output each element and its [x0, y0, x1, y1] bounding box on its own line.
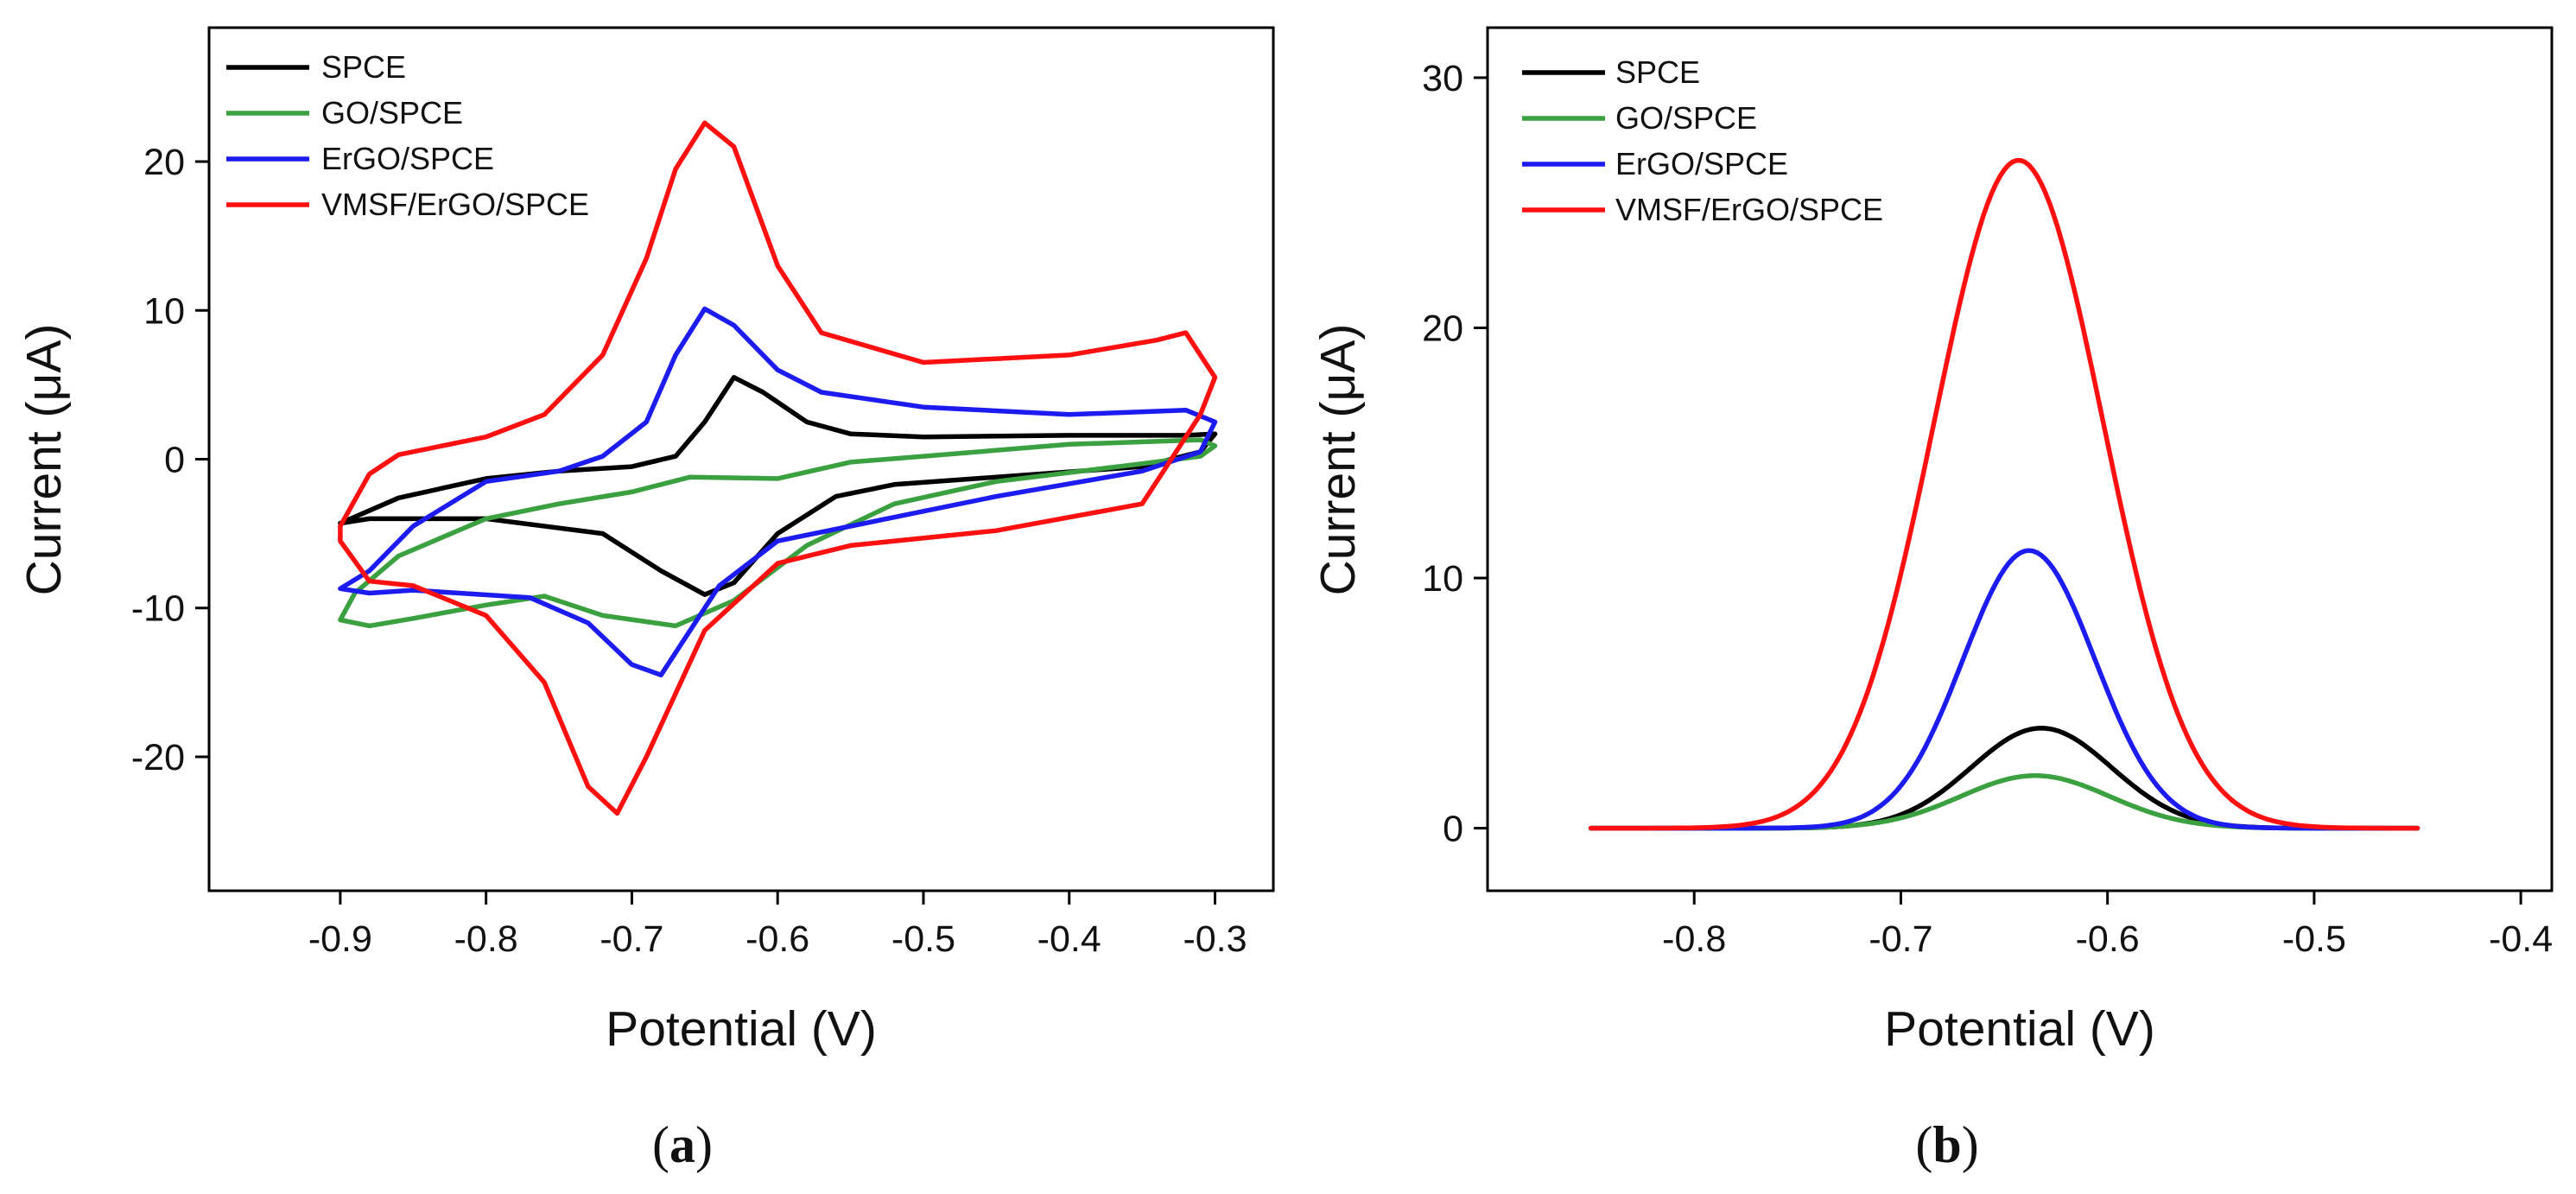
y-tick-label-b-2: 20	[1422, 308, 1463, 349]
x-tick-label-b-0: -0.8	[1662, 918, 1726, 960]
panel-label-a: (a)	[652, 1116, 713, 1173]
legend-label-go-spce: GO/SPCE	[321, 95, 463, 130]
x-tick-label-a-5: -0.4	[1037, 918, 1101, 960]
chart-panel-a: -0.9 -0.8 -0.7 -0.6 -0.5 -0.4 -0.3-20-1001020 …	[16, 26, 1275, 1173]
panel-label-b: (b)	[1915, 1116, 1978, 1173]
x-tick-label-a-3: -0.6	[746, 918, 809, 960]
legend-label-spce-b: SPCE	[1615, 54, 1700, 90]
y-tick-label-b-0: 0	[1443, 809, 1463, 850]
series-line-a-ergo-spce	[338, 306, 1218, 678]
legend-label-vmsf-ergo-spce: VMSF/ErGO/SPCE	[321, 187, 589, 222]
y-tick-label-a-2: 0	[164, 440, 185, 481]
x-axis-title-a: Potential (V)	[606, 1001, 877, 1057]
x-tick-label-a-2: -0.7	[600, 918, 663, 960]
chart-panel-b: -0.8 -0.7 -0.6 -0.5 -0.4 0 10 20 30 SPCE GO/SPCE…	[1310, 26, 2554, 1173]
x-tick-label-a-4: -0.5	[891, 918, 955, 960]
x-tick-label-b-3: -0.5	[2282, 918, 2346, 960]
x-tick-label-a-1: -0.8	[454, 918, 518, 960]
panel-label-b-letter: b	[1932, 1116, 1961, 1173]
legend-label-go-spce-b: GO/SPCE	[1615, 100, 1757, 136]
plot-frame-b	[1486, 26, 2554, 892]
x-tick-label-a-0: -0.9	[308, 918, 372, 960]
legend-a: SPCE GO/SPCE ErGO/SPCE VMSF/ErGO/SPCE	[226, 49, 589, 222]
y-tick-label-a-0: -20	[131, 737, 185, 778]
y-axis-title-a: Current (μA)	[16, 324, 72, 596]
y-tick-label-b-3: 30	[1422, 58, 1463, 99]
legend-label-vmsf-ergo-spce-b: VMSF/ErGO/SPCE	[1615, 192, 1883, 227]
y-axis-title-b: Current (μA)	[1310, 324, 1366, 596]
series-line-a-vmsf-ergo-spce	[338, 120, 1218, 816]
x-tick-label-b-1: -0.7	[1869, 918, 1932, 960]
legend-label-ergo-spce-b: ErGO/SPCE	[1615, 146, 1788, 181]
series-line-b-vmsf-ergo-spce	[1588, 157, 2421, 831]
legend-label-ergo-spce: ErGO/SPCE	[321, 141, 494, 176]
x-tick-label-a-6: -0.3	[1183, 918, 1247, 960]
y-tick-label-a-1: -10	[131, 588, 185, 630]
x-axis-title-b: Potential (V)	[1884, 1001, 2155, 1057]
y-tick-label-b-1: 10	[1422, 558, 1463, 600]
y-tick-label-a-3: 10	[143, 290, 185, 332]
y-tick-label-a-4: 20	[143, 142, 185, 183]
legend-label-spce: SPCE	[321, 49, 406, 85]
x-tick-label-b-4: -0.4	[2489, 918, 2553, 960]
legend-b: SPCE GO/SPCE ErGO/SPCE VMSF/ErGO/SPCE	[1522, 54, 1883, 227]
panel-label-a-letter: a	[669, 1116, 695, 1173]
series-line-a-spce	[338, 375, 1218, 597]
x-tick-label-b-2: -0.6	[2076, 918, 2140, 960]
